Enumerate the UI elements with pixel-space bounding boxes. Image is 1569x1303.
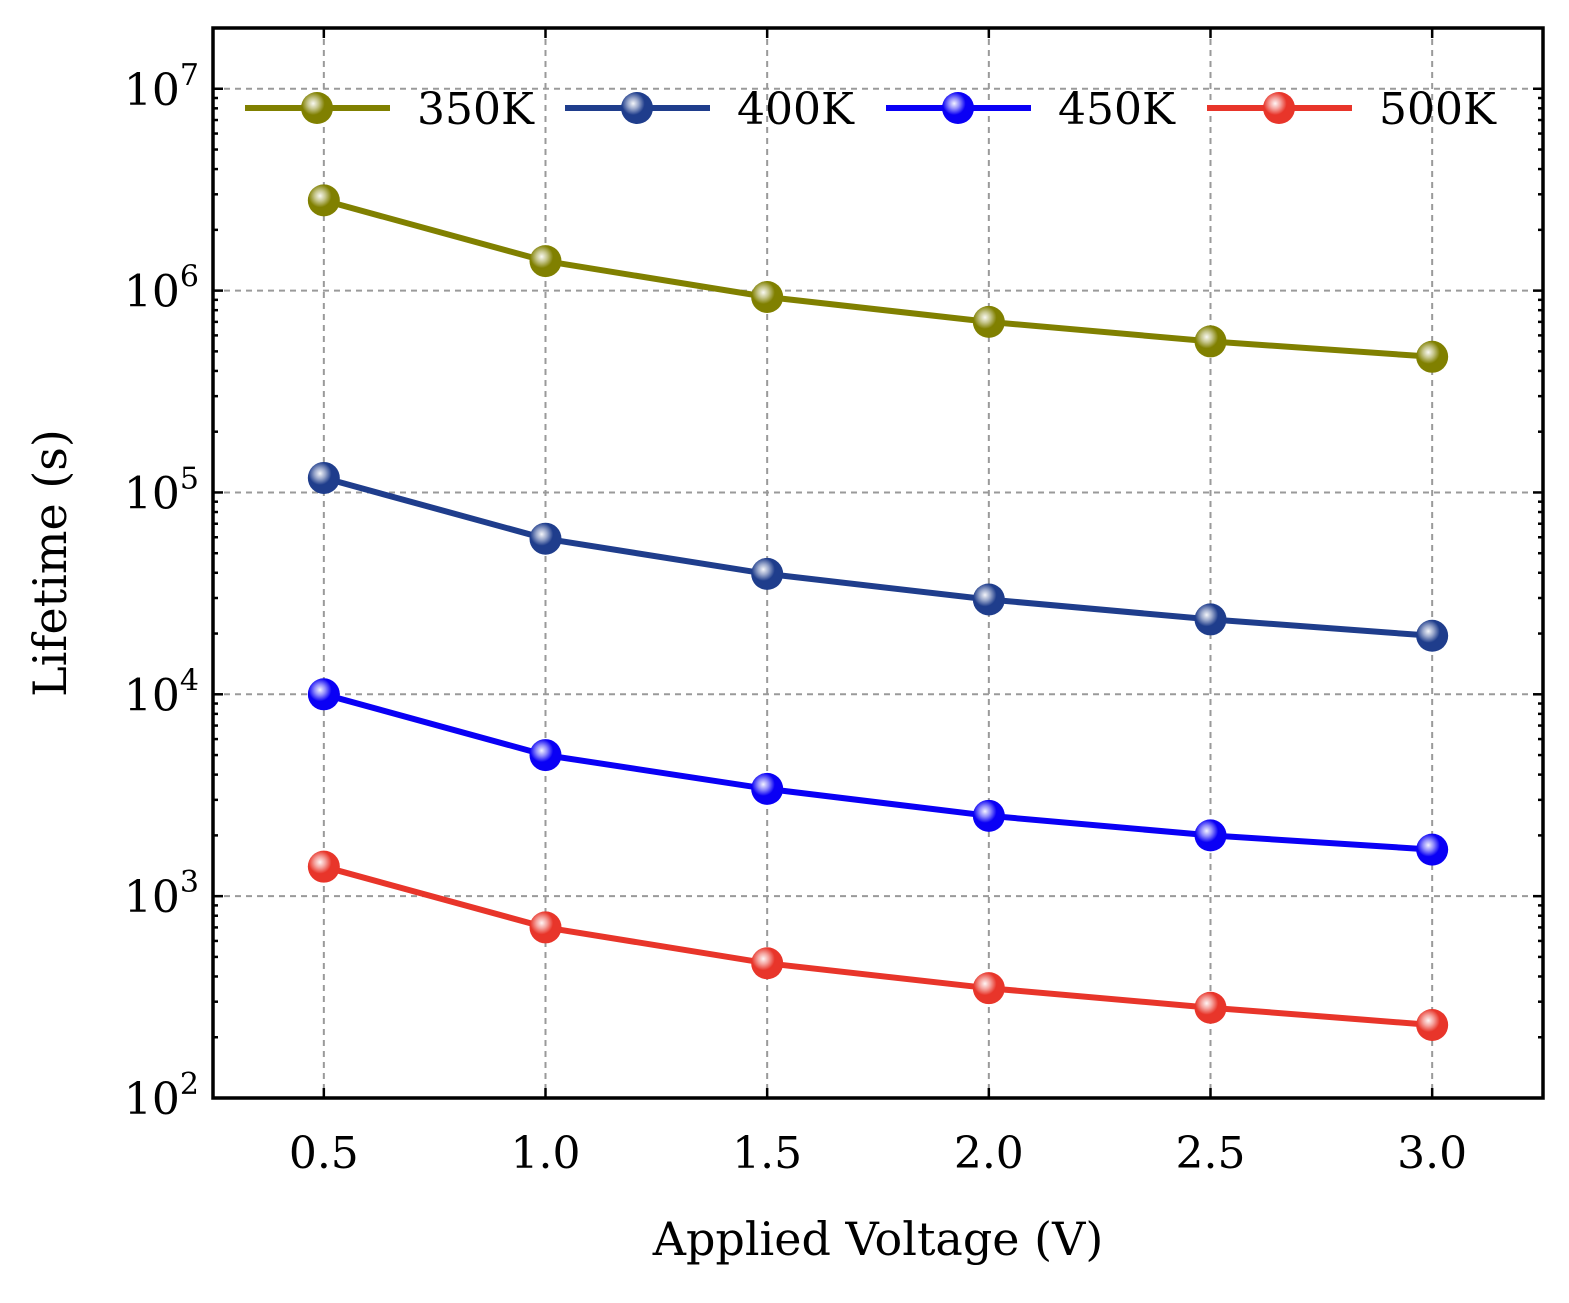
series-500K [307,850,1449,1041]
data-point-highlight [972,972,1005,1005]
data-point-highlight [529,911,562,944]
data-point-highlight [529,739,562,772]
data-point-highlight [1194,603,1227,636]
data-point-highlight [307,678,340,711]
data-point-highlight [972,305,1005,338]
data-point-highlight [751,947,784,980]
x-axis-title: Applied Voltage (V) [652,1212,1104,1266]
legend-entry-350K: 350K [245,84,535,135]
y-axis-title: Lifetime (s) [23,429,77,697]
data-point-highlight [1416,1008,1449,1041]
plot-frame [211,26,1545,1100]
y-tick-label: 106 [124,260,199,318]
data-point-highlight [1263,92,1295,124]
x-tick-labels: 0.5 1.0 1.5 2.0 2.5 3.0 [289,1128,1467,1179]
legend-label: 350K [417,84,535,135]
series-450K [307,678,1449,866]
axis-ticks [213,26,1543,1100]
series-line [323,863,1433,1028]
data-point-highlight [942,92,974,124]
data-point-highlight [972,799,1005,832]
data-point-highlight [307,461,340,494]
x-tick-label: 2.5 [1176,1128,1246,1179]
y-tick-label: 102 [124,1067,199,1125]
series-line [323,475,1433,639]
series-350K [307,184,1449,373]
data-point-highlight [751,280,784,313]
data-point-highlight [751,557,784,590]
x-tick-label: 2.0 [954,1128,1024,1179]
y-tick-label: 103 [124,865,199,923]
data-point-highlight [1194,819,1227,852]
legend-label: 400K [737,84,855,135]
grid [213,28,1543,1098]
legend: 350K 400K 450K 500K [245,84,1497,135]
data-point-highlight [1194,991,1227,1024]
x-tick-label: 1.0 [511,1128,581,1179]
data-point-highlight [1416,833,1449,866]
x-tick-label: 1.5 [732,1128,802,1179]
series-line [323,197,1433,360]
data-point-highlight [307,184,340,217]
data-point-highlight [307,850,340,883]
data-point-highlight [621,92,653,124]
data-point-highlight [751,772,784,805]
x-tick-label: 0.5 [289,1128,359,1179]
y-tick-labels: 102 103 104 105 106 107 [124,58,199,1125]
data-point-highlight [301,92,333,124]
data-point-highlight [1416,619,1449,652]
series-400K [307,461,1449,652]
legend-entry-500K: 500K [1207,84,1497,135]
legend-label: 500K [1379,84,1497,135]
data-point-highlight [529,245,562,278]
legend-entry-450K: 450K [886,84,1176,135]
series-line [323,691,1433,853]
data-point-highlight [972,583,1005,616]
data-series [307,184,1449,1041]
y-tick-label: 107 [124,58,199,116]
data-point-highlight [1416,340,1449,373]
legend-entry-400K: 400K [565,84,855,135]
legend-label: 450K [1058,84,1176,135]
x-tick-label: 3.0 [1397,1128,1467,1179]
y-tick-label: 105 [124,461,199,519]
y-tick-label: 104 [124,663,199,721]
data-point-highlight [529,522,562,555]
data-point-highlight [1194,325,1227,358]
